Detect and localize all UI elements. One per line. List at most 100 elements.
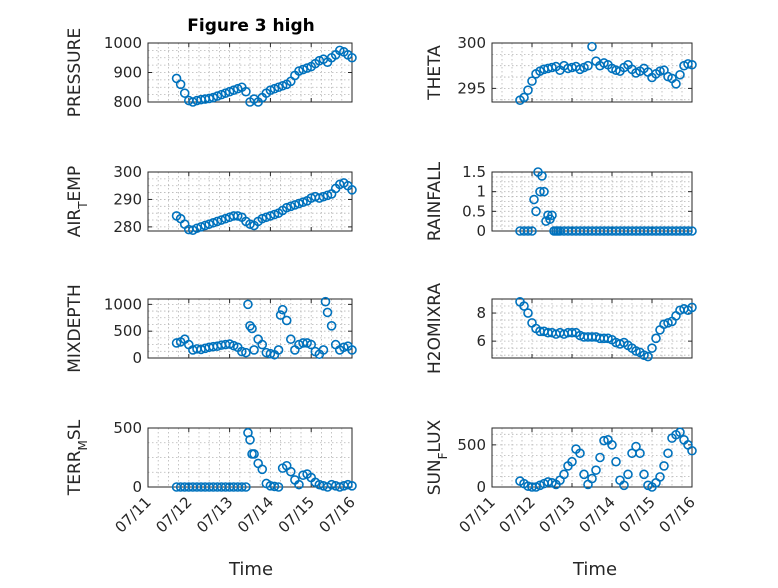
data-point xyxy=(285,466,296,477)
y-axis-label: H2OMIXRA xyxy=(425,283,445,374)
data-point xyxy=(318,191,329,202)
y-tick-label: 6 xyxy=(476,332,486,350)
data-point xyxy=(683,59,693,69)
data-point xyxy=(232,211,243,221)
data-point xyxy=(339,342,349,353)
x-tick-label: 07/15 xyxy=(275,493,318,536)
x-tick-label: 07/12 xyxy=(152,493,195,536)
data-point xyxy=(285,201,296,212)
data-point xyxy=(655,472,665,482)
y-tick-label: 0 xyxy=(476,222,486,240)
data-point xyxy=(631,441,641,452)
data-point xyxy=(519,301,529,311)
x-axis-label-right: Time xyxy=(572,559,617,580)
data-point xyxy=(527,226,537,236)
y-tick-label: 300 xyxy=(113,163,142,181)
data-point xyxy=(599,435,609,446)
data-point xyxy=(175,79,186,90)
data-point xyxy=(537,171,547,181)
y-tick-label: 280 xyxy=(113,218,142,236)
data-point xyxy=(567,327,577,338)
figure-title: Figure 3 high xyxy=(187,16,315,36)
subplot-2: 295 300 THETA xyxy=(425,34,697,105)
data-point xyxy=(675,427,685,438)
data-point xyxy=(241,347,251,358)
data-point xyxy=(277,304,288,315)
data-point xyxy=(200,220,210,231)
y-tick-label: 8 xyxy=(476,304,486,322)
data-point xyxy=(322,307,333,318)
data-point xyxy=(607,440,617,450)
x-tick-label: 07/12 xyxy=(496,493,539,536)
data-point xyxy=(269,481,280,492)
data-point xyxy=(347,52,357,63)
data-point xyxy=(220,213,231,224)
data-point xyxy=(320,296,331,307)
data-point xyxy=(204,219,214,229)
data-point xyxy=(208,217,219,228)
data-point xyxy=(595,452,605,463)
data-point xyxy=(579,469,589,480)
y-tick-label: 0.5 xyxy=(462,202,486,220)
data-point xyxy=(587,473,597,484)
data-point xyxy=(663,448,673,459)
y-axis-label: RAINFALL xyxy=(425,161,445,241)
data-point xyxy=(687,445,697,456)
data-point xyxy=(298,197,308,207)
data-point xyxy=(687,226,697,236)
x-tick-label: 07/11 xyxy=(112,493,155,536)
y-axis-label: AIRTEMP xyxy=(65,166,90,237)
data-point xyxy=(343,479,353,490)
data-point xyxy=(567,456,577,467)
data-point xyxy=(326,321,337,331)
data-point xyxy=(196,222,206,232)
subplot-5: 0 500 1000 MIXDEPTH xyxy=(65,284,357,373)
data-point xyxy=(171,338,182,348)
data-point xyxy=(583,60,593,71)
y-axis-label: TERRMSL xyxy=(65,419,90,496)
axes-box xyxy=(147,171,353,232)
data-point xyxy=(245,219,255,229)
data-point xyxy=(245,434,255,445)
subplot-1: 800 900 1000 PRESSURE xyxy=(65,28,357,117)
data-point xyxy=(179,88,190,98)
y-axis-label: SUNFLUX xyxy=(425,419,450,495)
x-tick-label: 07/14 xyxy=(576,493,619,536)
data-point xyxy=(237,346,247,357)
data-point xyxy=(587,41,597,52)
data-point xyxy=(249,449,259,459)
data-point xyxy=(619,480,629,491)
x-tick-label: 07/13 xyxy=(536,493,579,536)
data-point xyxy=(257,213,268,224)
data-point xyxy=(623,469,633,480)
data-point xyxy=(294,479,304,490)
data-point xyxy=(675,69,685,80)
y-tick-label: 1000 xyxy=(104,34,142,52)
x-tick-label: 07/14 xyxy=(234,493,277,536)
data-point xyxy=(347,185,357,195)
data-point xyxy=(347,481,357,491)
data-point xyxy=(290,200,300,210)
data-point xyxy=(216,215,227,225)
x-axis-label-left: Time xyxy=(228,559,273,580)
data-point xyxy=(687,302,697,313)
data-point xyxy=(671,79,681,89)
y-tick-label: 0 xyxy=(132,349,142,367)
data-point xyxy=(651,333,661,344)
data-point xyxy=(539,186,549,197)
data-point xyxy=(655,66,665,76)
x-tick-label: 07/16 xyxy=(316,493,359,536)
x-tick-label: 07/16 xyxy=(656,493,699,536)
y-tick-label: 900 xyxy=(113,64,142,82)
data-point xyxy=(591,465,601,475)
data-point xyxy=(241,482,251,492)
subplot-4: 0 0.51 1.5 RAINFALL xyxy=(425,161,697,241)
data-point xyxy=(318,345,329,355)
x-tick-label: 07/15 xyxy=(616,493,659,536)
data-point xyxy=(275,310,286,320)
data-point xyxy=(273,345,284,355)
data-point xyxy=(273,482,284,492)
subplot-6: 6 8 H2OMIXRA xyxy=(425,283,697,374)
axes-box xyxy=(147,298,353,359)
